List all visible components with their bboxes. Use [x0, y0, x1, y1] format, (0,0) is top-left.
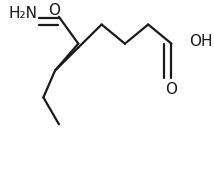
- Text: H₂N: H₂N: [9, 6, 37, 22]
- Text: O: O: [48, 3, 60, 18]
- Text: O: O: [165, 82, 177, 97]
- Text: OH: OH: [189, 34, 213, 49]
